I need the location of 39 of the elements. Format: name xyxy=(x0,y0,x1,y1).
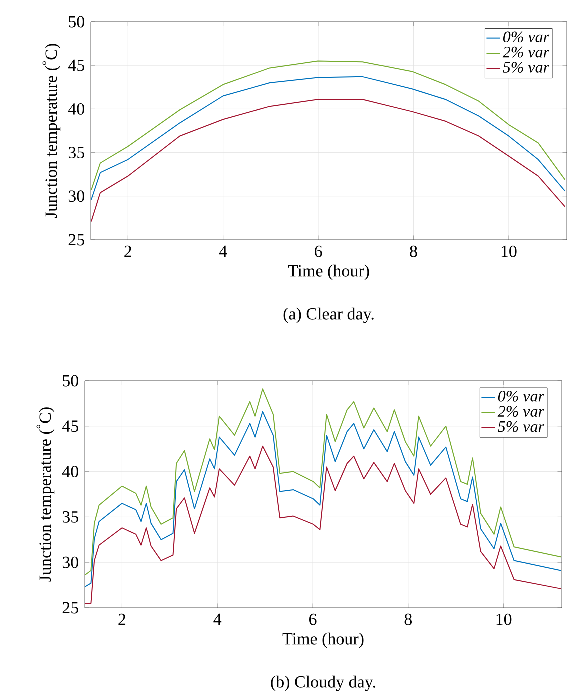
y-tick-label: 45 xyxy=(62,420,78,432)
y-tick-label: 30 xyxy=(68,190,84,202)
y-tick-label: 35 xyxy=(68,147,84,159)
legend-label: 5% var xyxy=(503,62,550,73)
y-tick-label: 45 xyxy=(68,60,84,72)
x-tick-label: 4 xyxy=(214,614,222,626)
y-axis-title: Junction temperature ($^{°}$C) xyxy=(36,408,55,582)
legend-label: 0% var xyxy=(498,391,545,402)
x-tick-label: 8 xyxy=(410,246,418,258)
x-tick-label: 10 xyxy=(496,614,512,626)
y-tick-label: 50 xyxy=(69,16,84,28)
x-tick-label: 4 xyxy=(219,246,228,258)
x-tick-label: 10 xyxy=(502,246,517,258)
x-tick-label: 2 xyxy=(118,614,126,626)
y-tick-label: 40 xyxy=(68,103,84,115)
line-series xyxy=(91,60,566,191)
legend-label: 5% var xyxy=(498,421,545,432)
x-tick-label: 6 xyxy=(309,614,317,626)
line-series xyxy=(85,446,562,604)
y-tick-label: 25 xyxy=(68,234,84,246)
y-tick-label: 40 xyxy=(62,466,78,478)
legend-label: 2% var xyxy=(498,406,545,418)
x-tick-label: 2 xyxy=(124,246,132,258)
line-series xyxy=(91,76,566,200)
x-tick-label: 8 xyxy=(404,614,412,626)
y-axis-title: Junction temperature ($^{°}$C) xyxy=(42,44,61,218)
line-series xyxy=(85,388,562,576)
text: (a) Clear day. xyxy=(284,308,374,324)
y-tick-label: 50 xyxy=(63,375,78,387)
legend-label: 0% var xyxy=(503,32,550,43)
y-tick-label: 30 xyxy=(62,556,78,568)
x-tick-label: 6 xyxy=(315,246,322,258)
line-series xyxy=(91,99,566,222)
y-tick-label: 35 xyxy=(62,511,78,523)
legend-label: 2% var xyxy=(502,46,550,58)
x-axis-title: Time (hour) xyxy=(288,264,370,280)
text: (b) Cloudy day. xyxy=(271,676,376,692)
y-tick-label: 25 xyxy=(62,602,78,614)
x-axis-title: Time (hour) xyxy=(282,632,364,648)
